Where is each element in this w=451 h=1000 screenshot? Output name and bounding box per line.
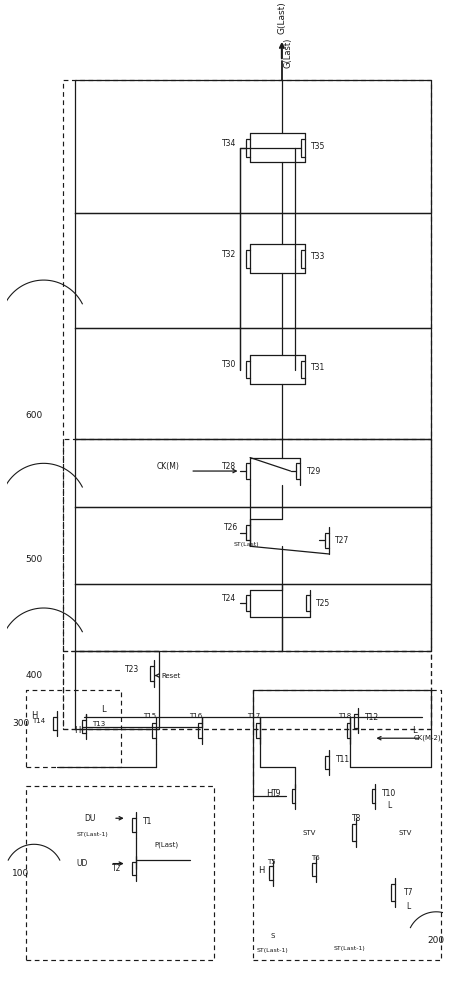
Text: T28: T28 <box>221 462 235 471</box>
Text: T33: T33 <box>311 252 325 261</box>
Text: T8: T8 <box>352 814 361 823</box>
Text: 600: 600 <box>25 411 42 420</box>
Text: 300: 300 <box>12 719 29 728</box>
Text: T23: T23 <box>125 665 139 674</box>
Text: G(Last): G(Last) <box>277 1 286 34</box>
Text: T6: T6 <box>311 855 319 861</box>
Text: T13: T13 <box>92 721 105 727</box>
Text: 200: 200 <box>427 936 444 945</box>
Text: 500: 500 <box>25 555 42 564</box>
Text: T25: T25 <box>316 599 330 608</box>
Text: P(Last): P(Last) <box>154 841 178 848</box>
Text: ST(Last-1): ST(Last-1) <box>256 948 287 953</box>
Text: STV: STV <box>398 830 411 836</box>
Text: L: L <box>411 726 415 735</box>
Text: T11: T11 <box>335 755 349 764</box>
Text: ST(Last-1): ST(Last-1) <box>76 832 108 837</box>
Text: T16: T16 <box>189 713 202 719</box>
Text: L: L <box>405 902 410 911</box>
Text: H: H <box>31 711 37 720</box>
Text: T7: T7 <box>403 888 412 897</box>
Text: CK(M-2): CK(M-2) <box>413 735 440 741</box>
Text: T17: T17 <box>247 713 260 719</box>
Text: ST(Last-1): ST(Last-1) <box>333 946 364 951</box>
Text: T31: T31 <box>311 363 325 372</box>
Text: T10: T10 <box>381 789 395 798</box>
Text: T2: T2 <box>112 864 121 873</box>
Text: DU: DU <box>84 814 95 823</box>
Text: T30: T30 <box>221 360 235 369</box>
Text: T18: T18 <box>337 713 350 719</box>
Text: STV: STV <box>302 830 315 836</box>
Text: T5: T5 <box>267 859 275 865</box>
Text: T34: T34 <box>221 139 235 148</box>
Text: UD: UD <box>76 859 87 868</box>
Text: ST(Last): ST(Last) <box>233 542 258 547</box>
Text: H: H <box>266 789 272 798</box>
Text: H: H <box>258 866 264 875</box>
Text: T27: T27 <box>334 536 348 545</box>
Text: G(Last): G(Last) <box>283 38 292 68</box>
Text: T32: T32 <box>221 250 235 259</box>
Text: T9: T9 <box>272 789 281 798</box>
Text: T29: T29 <box>306 467 320 476</box>
Text: T12: T12 <box>364 713 378 722</box>
Text: T14: T14 <box>32 718 45 724</box>
Text: L: L <box>101 705 106 714</box>
Text: T1: T1 <box>143 817 152 826</box>
Text: Reset: Reset <box>161 673 180 679</box>
Text: T24: T24 <box>221 594 235 603</box>
Text: H: H <box>74 726 80 735</box>
Text: S: S <box>269 933 274 939</box>
Text: T35: T35 <box>311 142 325 151</box>
Text: 400: 400 <box>25 671 42 680</box>
Text: L: L <box>386 801 390 810</box>
Text: 100: 100 <box>12 869 29 878</box>
Text: T15: T15 <box>143 713 156 719</box>
Text: T26: T26 <box>223 523 237 532</box>
Text: CK(M): CK(M) <box>156 462 179 471</box>
